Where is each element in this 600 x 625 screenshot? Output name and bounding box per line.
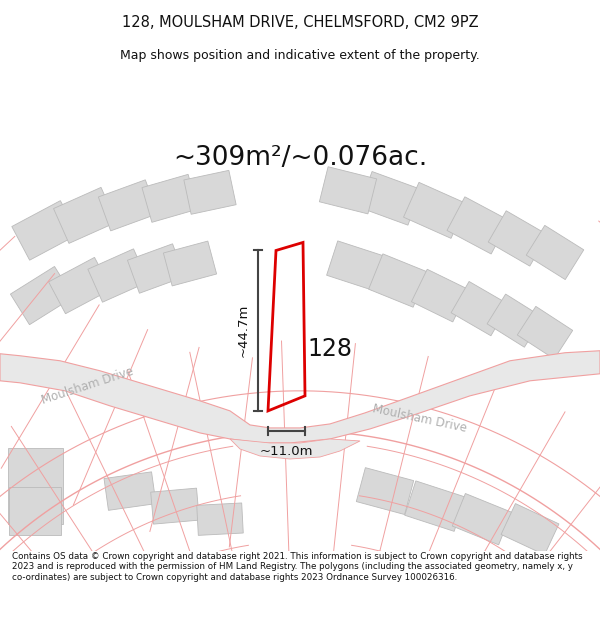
Bar (488, 211, 548, 266)
Bar (184, 171, 236, 214)
Bar (405, 481, 465, 531)
Bar (151, 488, 199, 524)
Bar (487, 294, 543, 348)
Bar (319, 167, 377, 214)
Bar (142, 174, 198, 222)
Text: 128, MOULSHAM DRIVE, CHELMSFORD, CM2 9PZ: 128, MOULSHAM DRIVE, CHELMSFORD, CM2 9PZ (122, 16, 478, 31)
Bar (451, 281, 509, 336)
Bar (10, 266, 74, 325)
Bar (12, 201, 78, 260)
Bar (526, 226, 584, 279)
Bar (359, 171, 421, 225)
Bar (517, 306, 573, 359)
Bar (7, 449, 62, 524)
Bar (404, 182, 466, 238)
Bar (163, 241, 217, 286)
Bar (98, 180, 158, 231)
Text: Moulsham Drive: Moulsham Drive (371, 402, 469, 435)
Bar (412, 269, 469, 322)
Text: Map shows position and indicative extent of the property.: Map shows position and indicative extent… (120, 49, 480, 62)
Text: ~11.0m: ~11.0m (260, 445, 313, 458)
Bar (197, 503, 243, 536)
Text: ~309m²/~0.076ac.: ~309m²/~0.076ac. (173, 145, 427, 171)
Bar (127, 244, 185, 293)
Text: Contains OS data © Crown copyright and database right 2021. This information is : Contains OS data © Crown copyright and d… (12, 552, 583, 582)
Bar (49, 258, 112, 314)
Bar (9, 487, 61, 535)
Bar (53, 188, 116, 243)
Bar (88, 249, 148, 302)
Text: Moulsham Drive: Moulsham Drive (40, 365, 136, 407)
Bar (356, 468, 413, 514)
Bar (447, 197, 509, 254)
Bar (326, 241, 383, 290)
Text: ~44.7m: ~44.7m (237, 304, 250, 358)
Polygon shape (0, 351, 600, 443)
Bar (452, 494, 512, 545)
Polygon shape (230, 439, 360, 459)
Bar (368, 254, 427, 308)
Bar (501, 504, 559, 555)
Bar (104, 472, 156, 511)
Text: 128: 128 (308, 337, 353, 361)
